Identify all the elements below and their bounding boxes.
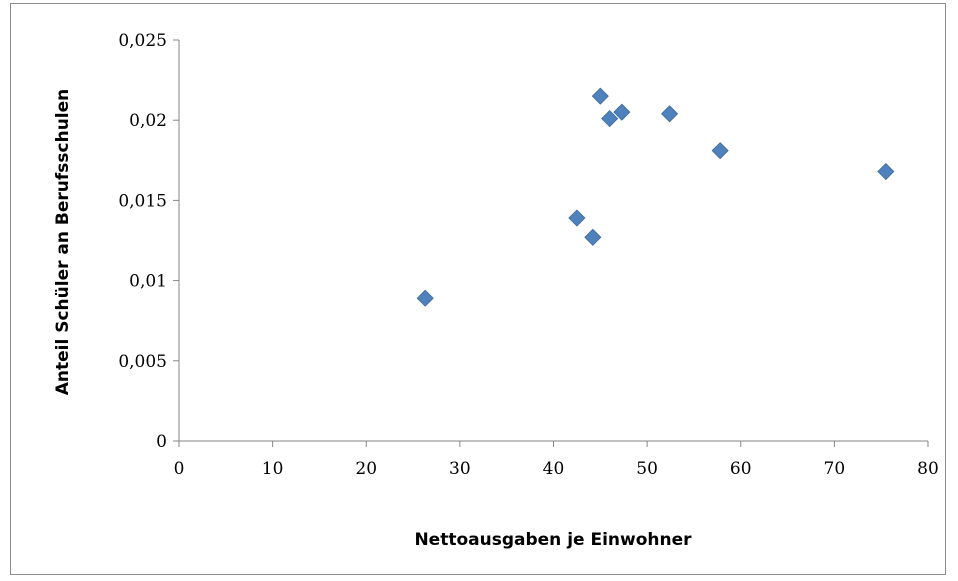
x-tick-label: 40: [543, 459, 565, 479]
x-tick-label: 0: [174, 459, 185, 479]
x-axis-ticks: 0 10 20 30 40 50 60 70 80: [174, 441, 939, 479]
x-tick-label: 80: [917, 459, 939, 479]
data-point: [568, 209, 586, 227]
data-point: [601, 110, 619, 128]
x-tick-label: 10: [262, 459, 284, 479]
y-tick-label: 0,01: [129, 272, 167, 292]
y-axis-title: Anteil Schüler an Berufsschulen: [53, 89, 73, 396]
y-tick-label: 0: [156, 432, 167, 452]
data-point: [711, 142, 729, 160]
scatter-chart: 0 10 20 30 40 50 60 70 80 0 0,005 0,01 0,015 0,02 0,0…: [53, 31, 939, 550]
x-tick-label: 30: [449, 459, 471, 479]
data-point: [591, 87, 609, 105]
x-tick-label: 60: [730, 459, 752, 479]
y-axis-ticks: 0 0,005 0,01 0,015 0,02 0,025: [118, 31, 179, 452]
y-tick-label: 0,025: [118, 31, 167, 51]
data-point: [613, 103, 631, 121]
data-points: [416, 87, 895, 307]
x-tick-label: 50: [636, 459, 658, 479]
chart-frame: 0 10 20 30 40 50 60 70 80 0 0,005 0,01 0,015 0,02 0,0…: [10, 3, 946, 575]
y-tick-label: 0,02: [129, 111, 167, 131]
data-point: [877, 162, 895, 181]
y-tick-label: 0,015: [118, 191, 167, 211]
axes: [178, 40, 928, 442]
data-point: [416, 289, 434, 307]
x-tick-label: 70: [824, 459, 846, 479]
x-tick-label: 20: [355, 459, 377, 479]
data-point: [661, 105, 679, 123]
y-tick-label: 0,005: [118, 352, 167, 372]
data-point: [584, 228, 602, 246]
x-axis-title: Nettoausgaben je Einwohner: [414, 530, 692, 550]
